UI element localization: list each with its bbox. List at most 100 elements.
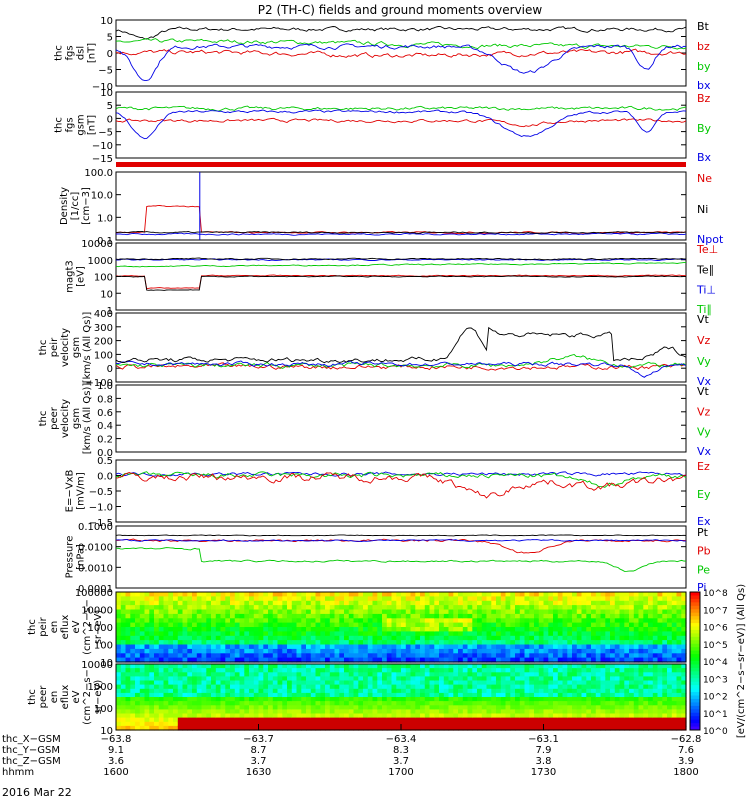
spectrogram-cell bbox=[538, 709, 545, 715]
spectrogram-cell bbox=[139, 622, 146, 628]
spectrogram-cell bbox=[367, 680, 374, 686]
colorbar-segment bbox=[690, 616, 700, 621]
spectrogram-cell bbox=[595, 672, 602, 677]
spectrogram-cell bbox=[472, 688, 478, 694]
spectrogram-cell bbox=[538, 648, 545, 654]
spectrogram-cell bbox=[206, 635, 212, 641]
spectrogram-cell bbox=[429, 622, 435, 628]
y-tick-label: 0.6 bbox=[97, 408, 113, 419]
spectrogram-cell bbox=[253, 664, 260, 669]
y-label-line: [km/s (All Qs)] bbox=[82, 383, 93, 455]
spectrogram-cell bbox=[244, 657, 250, 663]
spectrogram-cell bbox=[481, 609, 488, 615]
spectrogram-cell bbox=[291, 609, 298, 615]
spectrogram-cell bbox=[220, 717, 226, 723]
spectrogram-cell bbox=[168, 657, 174, 663]
spectrogram-cell bbox=[277, 644, 283, 650]
traces bbox=[115, 257, 687, 291]
spectrogram-cell bbox=[443, 596, 450, 602]
spectrogram-cell bbox=[481, 713, 488, 719]
spectrogram-cell bbox=[144, 640, 150, 646]
spectrogram-cell bbox=[576, 657, 583, 663]
spectrogram-cell bbox=[443, 664, 450, 669]
spectrogram-cell bbox=[220, 618, 226, 624]
y-label-line: thc bbox=[54, 117, 65, 133]
spectrogram-cell bbox=[125, 664, 131, 669]
spectrogram-cell bbox=[681, 684, 687, 690]
spectrogram-cell bbox=[496, 605, 502, 611]
spectrogram-cell bbox=[310, 697, 317, 702]
spectrogram-cell bbox=[434, 609, 440, 615]
spectrogram-cell bbox=[595, 648, 602, 654]
spectrogram-cell bbox=[391, 640, 397, 646]
spectrogram-cell bbox=[496, 600, 502, 606]
spectrogram-cell bbox=[315, 721, 321, 727]
spectrogram-cell bbox=[524, 635, 530, 641]
spectrogram-cell bbox=[353, 613, 359, 619]
spectrogram-cell bbox=[144, 709, 150, 715]
spectrogram-cell bbox=[382, 680, 388, 686]
x-tick-label: 1730 bbox=[531, 767, 556, 778]
spectrogram-cell bbox=[272, 676, 279, 682]
spectrogram-cell bbox=[386, 692, 393, 698]
spectrogram-cell bbox=[339, 668, 345, 673]
spectrogram-cell bbox=[367, 635, 374, 641]
spectrogram-cell bbox=[681, 701, 687, 706]
spectrogram-cell bbox=[239, 600, 245, 606]
spectrogram-cell bbox=[144, 631, 150, 637]
spectrogram-cell bbox=[614, 684, 621, 690]
spectrogram-cell bbox=[249, 717, 255, 723]
spectrogram-cell bbox=[671, 688, 678, 694]
spectrogram-cell bbox=[315, 653, 321, 659]
spectrogram-cell bbox=[562, 692, 568, 698]
spectrogram-cell bbox=[339, 684, 345, 690]
spectrogram-cell bbox=[367, 653, 374, 659]
spectrogram-cell bbox=[553, 684, 559, 690]
spectrogram-cell bbox=[491, 609, 497, 615]
spectrogram-cell bbox=[619, 705, 625, 710]
spectrogram-cell bbox=[529, 648, 535, 654]
spectrogram-cell bbox=[429, 701, 435, 706]
spectrogram-cell bbox=[424, 705, 431, 710]
spectrogram-cell bbox=[163, 713, 169, 719]
spectrogram-cell bbox=[524, 697, 530, 702]
spectrogram-cell bbox=[572, 605, 578, 611]
spectrogram-cell bbox=[158, 713, 165, 719]
spectrogram-cell bbox=[220, 705, 226, 710]
spectrogram-cell bbox=[192, 622, 198, 628]
spectrogram-cell bbox=[462, 721, 469, 727]
spectrogram-cell bbox=[249, 701, 255, 706]
spectrogram-cell bbox=[296, 627, 302, 632]
spectrogram-cell bbox=[662, 640, 668, 646]
spectrogram-cell bbox=[443, 644, 450, 650]
y-label-line: velocity bbox=[60, 399, 71, 438]
spectrogram-cell bbox=[348, 613, 355, 619]
y-tick-label: 10 bbox=[100, 88, 113, 99]
spectrogram-cell bbox=[215, 717, 222, 723]
spectrogram-cell bbox=[681, 644, 687, 650]
spectrogram-cell bbox=[581, 701, 587, 706]
spectrogram-cell bbox=[529, 717, 535, 723]
spectrogram-cell bbox=[206, 717, 212, 723]
spectrogram-cell bbox=[253, 721, 260, 727]
spectrogram-cell bbox=[377, 653, 383, 659]
spectrogram-cell bbox=[477, 725, 483, 731]
spectrogram-cell bbox=[624, 644, 630, 650]
panel-frame bbox=[115, 91, 687, 159]
spectrogram-cell bbox=[125, 592, 131, 597]
spectrogram-cell bbox=[225, 721, 231, 727]
spectrogram-cell bbox=[595, 697, 602, 702]
spectrogram-cell bbox=[139, 705, 146, 710]
spectrogram-cell bbox=[315, 631, 321, 637]
spectrogram-cell bbox=[567, 648, 573, 654]
spectrogram-cell bbox=[553, 600, 559, 606]
spectrogram-cell bbox=[638, 648, 644, 654]
spectrogram-cell bbox=[667, 618, 673, 624]
spectrogram-cell bbox=[287, 713, 293, 719]
spectrogram-cell bbox=[310, 688, 317, 694]
spectrogram-cell bbox=[187, 635, 193, 641]
spectrogram-cell bbox=[382, 721, 388, 727]
spectrogram-cell bbox=[638, 717, 644, 723]
spectrogram-cell bbox=[439, 721, 445, 727]
spectrogram-cell bbox=[500, 640, 507, 646]
